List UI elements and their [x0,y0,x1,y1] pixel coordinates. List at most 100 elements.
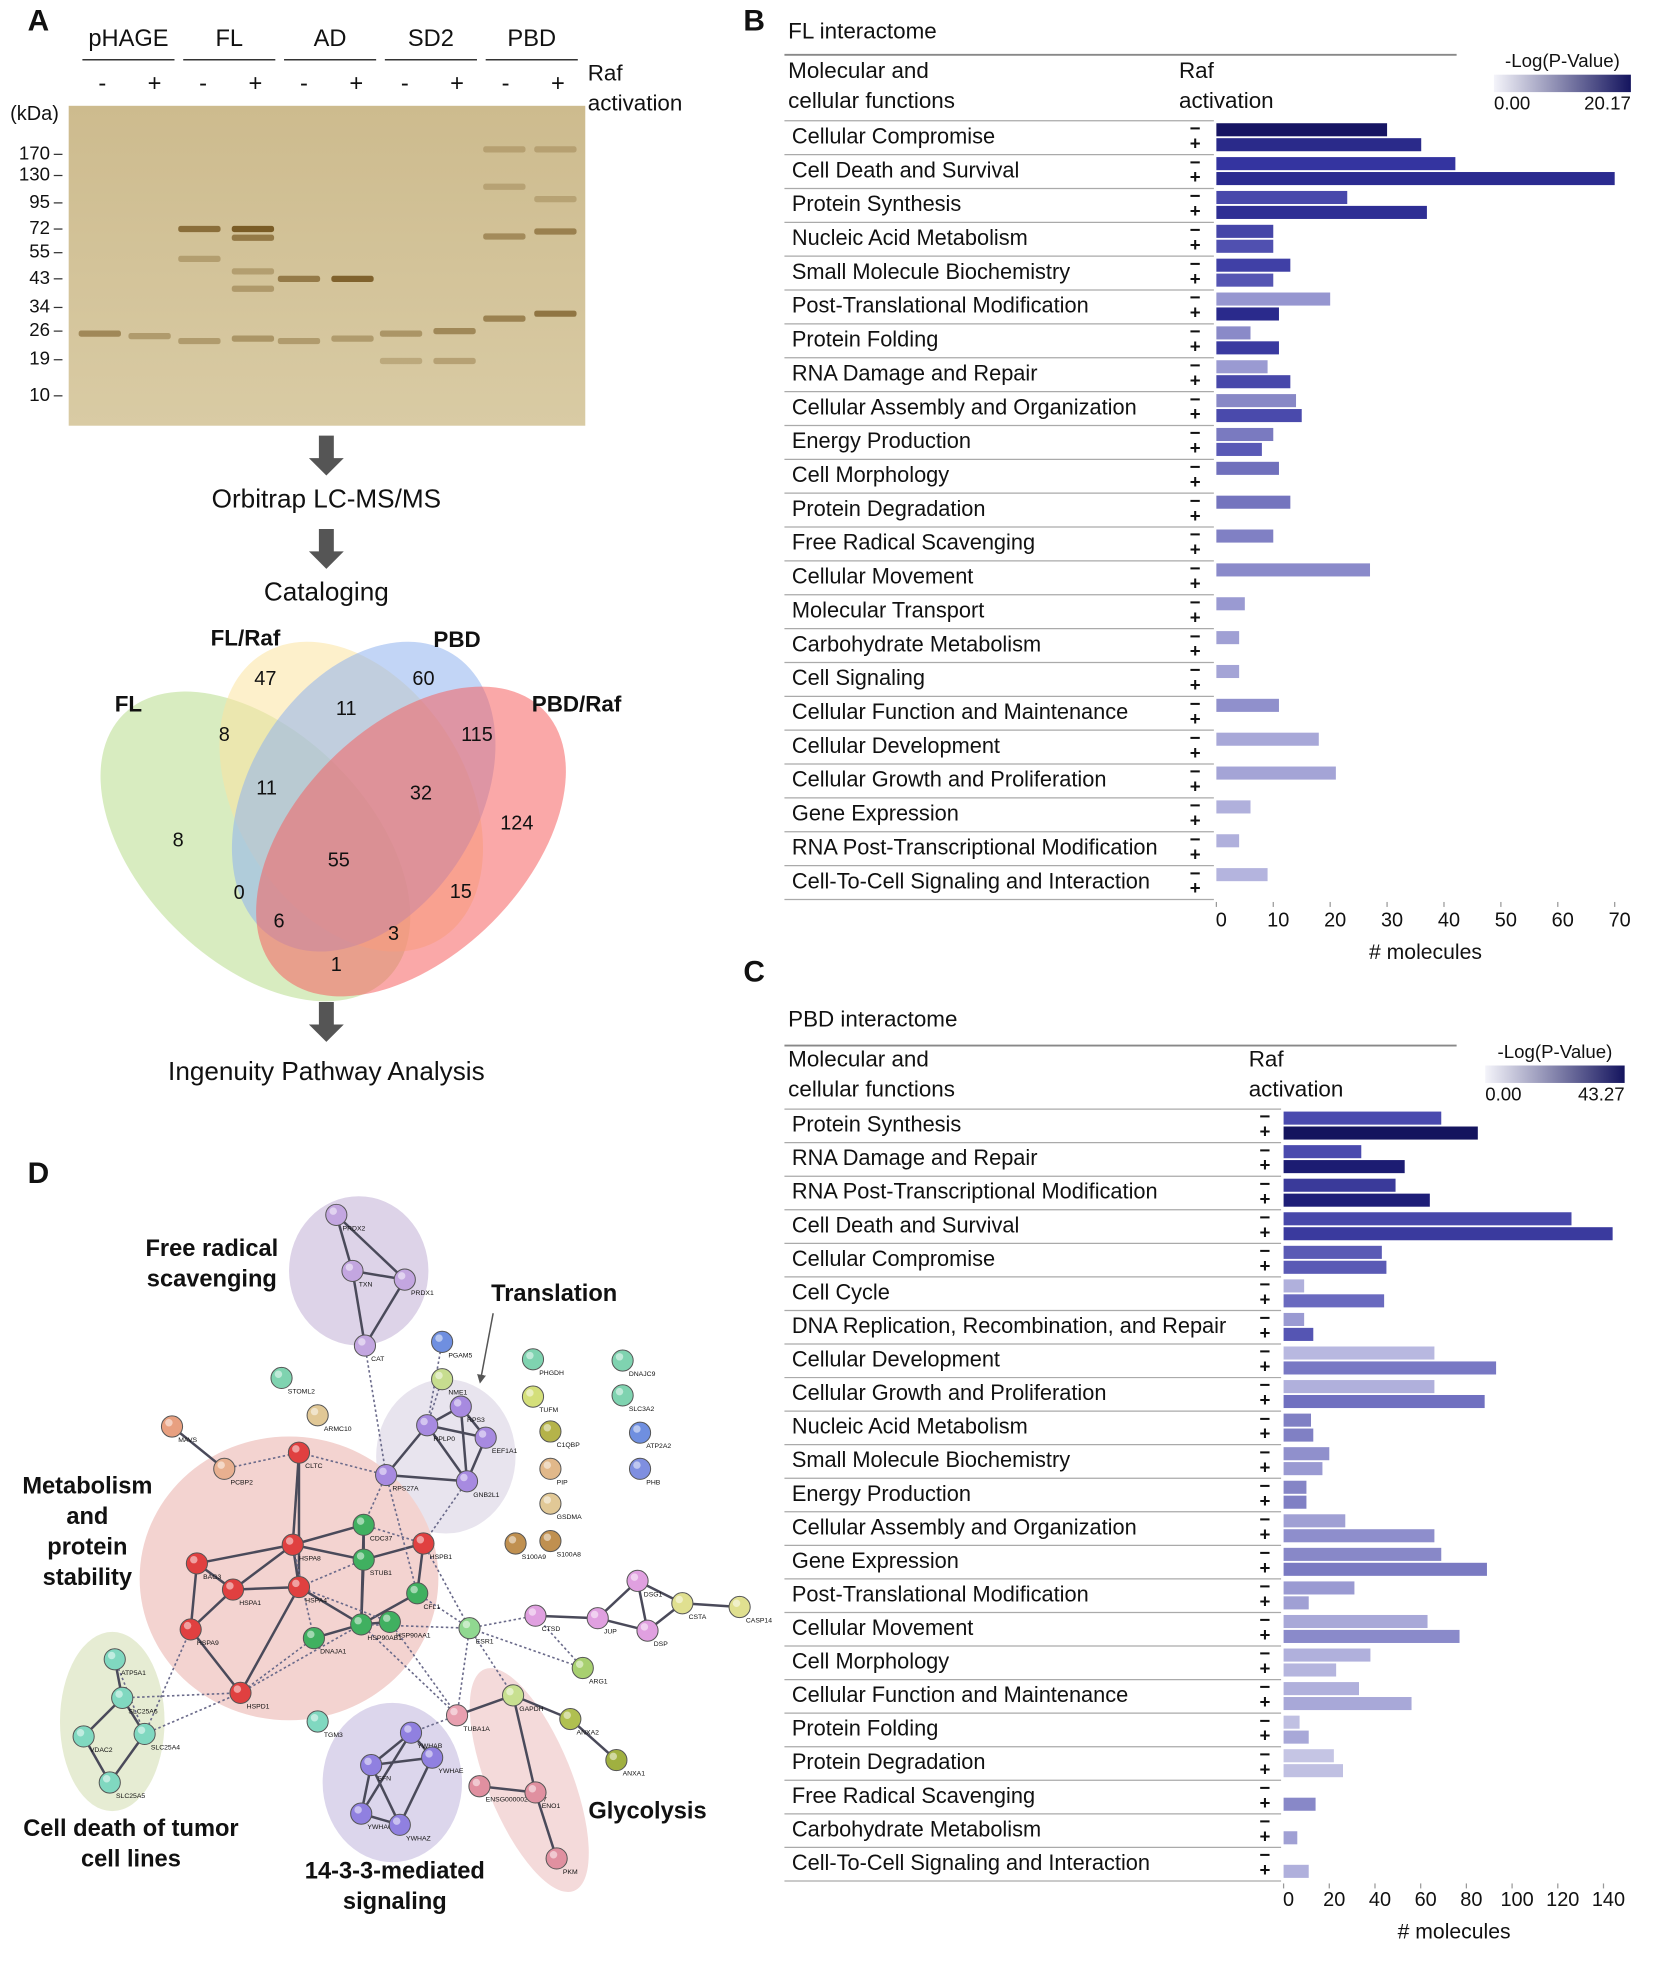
raf-sign: + [1259,1356,1270,1377]
raf-sign: + [1190,674,1201,695]
node-label: YWHAB [417,1743,442,1750]
x-tick-label: 20 [1324,909,1346,931]
gel-band [277,337,321,345]
node-label: GAPDH [519,1706,543,1713]
venn-count: 32 [410,782,432,804]
node-label: S100A8 [557,1552,582,1559]
workflow-step: Orbitrap LC-MS/MS [212,483,441,513]
bar [1283,1495,1307,1509]
network-node [360,1754,383,1777]
bar [1283,1596,1309,1610]
raf-sign: − [1259,1408,1270,1429]
node-highlight [615,1387,624,1396]
network-node [539,1420,562,1443]
raf-sign: + [349,71,363,97]
node-highlight [425,1750,433,1758]
bar [1283,1245,1382,1259]
gel-band [483,233,526,240]
network-edge [189,1628,242,1694]
node-label: ARMC10 [324,1426,352,1433]
node-highlight [563,1711,571,1720]
x-tick-label: 140 [1592,1889,1625,1911]
raf-sign: − [1259,1810,1270,1831]
bar [1216,190,1348,205]
network-edge [298,1451,387,1476]
node-highlight [354,1616,362,1625]
bar [1216,123,1388,137]
node-highlight [528,1784,537,1793]
node-label: STUB1 [370,1570,392,1577]
node-label: CSTA [689,1614,707,1621]
network-node [571,1656,594,1680]
node-highlight [526,1351,534,1360]
node-label: ANXA2 [577,1730,600,1737]
gel-band [78,330,121,337]
raf-sign: − [1259,1139,1270,1160]
category-label: Cellular Assembly and Organization [792,394,1137,419]
network-edge [143,1629,192,1735]
arrow [308,1002,344,1042]
category-label: Cellular Compromise [792,123,995,148]
network-node [185,1552,208,1575]
node-highlight [450,1707,458,1716]
bar [1283,1648,1371,1662]
network-edge [144,1692,241,1735]
node-highlight [382,1614,391,1622]
raf-sign: − [1259,1106,1270,1127]
gel-band [178,225,221,233]
bar [1283,1160,1405,1174]
category-label: Free Radical Scavenging [792,1783,1035,1808]
x-tick-label: 50 [1495,909,1517,931]
network-node [229,1681,252,1704]
category-label: Gene Expression [792,801,959,826]
category-label: DNA Replication, Recombination, and Repa… [792,1313,1226,1338]
network-node [287,1576,311,1599]
network-node [636,1619,659,1642]
cluster-label: Metabolism [22,1474,152,1500]
network-node [325,1203,348,1226]
x-tick-label: 70 [1609,909,1631,931]
network-edge [298,1586,391,1623]
node-label: HSPA1 [239,1600,261,1607]
node-label: ENSG00000258947 [486,1797,547,1804]
network-edge [459,1406,469,1482]
venn-set-label: PBD/Raf [532,692,622,717]
bar [1216,427,1274,442]
raf-sign: − [1190,795,1201,816]
lane-label: SD2 [408,26,454,52]
category-label: Small Molecule Biochemistry [792,1447,1070,1472]
cluster-label: and [66,1504,108,1530]
network-edge [511,1695,537,1793]
network-node [270,1366,293,1390]
network-edge [422,1543,471,1629]
node-highlight [633,1461,641,1469]
raf-sign: + [450,71,464,97]
x-tick-label: 60 [1415,1889,1437,1911]
node-highlight [364,1757,372,1766]
raf-sign: + [1190,437,1201,458]
raf-sign: + [1190,505,1201,526]
bar [1283,1749,1334,1763]
venn-set-label: PBD [433,627,480,652]
network-edge [398,1757,434,1826]
x-tick-label: 0 [1216,909,1227,931]
node-highlight [358,1338,366,1346]
network-node [431,1330,454,1353]
cluster-label: Cell death of tumor [23,1816,238,1842]
arrow [308,435,344,476]
bar [1216,326,1251,340]
gel-band [277,275,321,282]
category-label: Cell Morphology [792,1649,949,1674]
node-label: NME1 [448,1390,467,1397]
category-label: Cellular Growth and Proliferation [792,1380,1107,1405]
bar [1216,664,1240,679]
node-highlight [508,1536,517,1544]
gel-band [534,310,577,317]
category-label: Cellular Function and Maintenance [792,1682,1128,1707]
node-highlight [392,1817,401,1825]
venn-count: 8 [219,724,230,746]
network-node [545,1847,568,1870]
raf-sign: − [1190,490,1201,511]
bar [1216,495,1291,509]
